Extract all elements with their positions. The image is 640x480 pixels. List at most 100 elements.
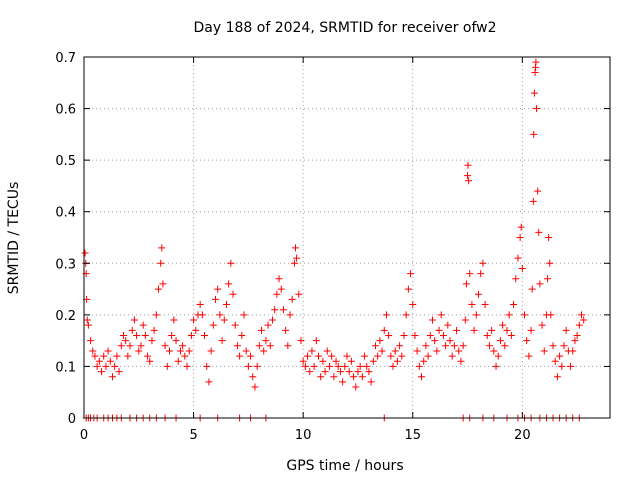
data-point — [225, 280, 233, 288]
data-point — [431, 337, 439, 345]
data-point — [240, 311, 248, 319]
data-point — [466, 270, 474, 278]
data-point — [187, 331, 195, 339]
data-point — [236, 352, 244, 360]
data-point — [238, 331, 246, 339]
data-point — [536, 280, 544, 288]
data-point — [339, 378, 347, 386]
data-point — [165, 347, 173, 355]
data-point — [345, 368, 353, 376]
data-point — [81, 249, 89, 257]
data-point — [135, 347, 143, 355]
data-point — [540, 347, 548, 355]
y-tick-label: 0.1 — [55, 360, 76, 375]
x-tick-label: 10 — [295, 428, 312, 443]
data-point — [229, 290, 237, 298]
data-point — [196, 301, 204, 309]
data-point — [512, 275, 520, 283]
data-point — [472, 311, 480, 319]
data-point — [389, 362, 397, 370]
data-point — [499, 321, 507, 329]
data-point — [367, 378, 375, 386]
data-point — [553, 373, 561, 381]
data-point — [183, 362, 191, 370]
data-point — [336, 368, 344, 376]
data-point — [462, 280, 470, 288]
data-point — [212, 295, 219, 303]
data-point — [382, 311, 390, 319]
data-point — [299, 357, 307, 365]
data-point — [437, 311, 445, 319]
data-point — [354, 368, 362, 376]
data-point — [98, 368, 106, 376]
data-point — [176, 347, 184, 355]
data-point — [464, 172, 472, 180]
chart-title: Day 188 of 2024, SRMTID for receiver ofw… — [193, 20, 496, 36]
data-point — [157, 259, 165, 267]
data-point — [400, 331, 408, 339]
data-point — [450, 342, 458, 350]
data-point — [385, 331, 393, 339]
data-point — [343, 352, 351, 360]
data-point — [398, 352, 406, 360]
data-point — [295, 290, 303, 298]
x-tick-label: 0 — [80, 428, 88, 443]
data-point — [422, 342, 430, 350]
data-point — [341, 362, 349, 370]
data-point — [181, 352, 189, 360]
data-point — [315, 352, 323, 360]
data-point — [190, 316, 198, 324]
data-point — [288, 295, 296, 303]
data-point — [567, 362, 575, 370]
data-point — [207, 347, 215, 355]
data-point — [534, 187, 542, 195]
data-point — [411, 331, 419, 339]
data-point — [404, 285, 412, 293]
data-point — [374, 352, 382, 360]
data-point — [89, 347, 97, 355]
data-point — [479, 259, 487, 267]
data-point — [128, 326, 136, 334]
x-tick-label: 15 — [404, 428, 421, 443]
data-point — [365, 368, 373, 376]
y-tick-label: 0.5 — [55, 154, 76, 169]
data-point — [426, 331, 434, 339]
data-point — [106, 357, 114, 365]
y-tick-label: 0.3 — [55, 257, 76, 272]
data-point — [350, 373, 358, 381]
data-point — [201, 331, 209, 339]
data-point — [347, 357, 355, 365]
data-point — [301, 362, 309, 370]
data-point — [205, 378, 213, 386]
data-point — [528, 285, 536, 293]
data-point — [428, 316, 436, 324]
data-point — [126, 342, 134, 350]
data-point — [496, 337, 504, 345]
data-point — [533, 105, 541, 113]
data-point — [393, 357, 401, 365]
data-point — [562, 326, 570, 334]
data-point — [501, 342, 509, 350]
data-point — [459, 342, 467, 350]
data-point — [461, 316, 469, 324]
data-point — [271, 306, 279, 314]
data-point — [323, 347, 331, 355]
data-point — [569, 347, 577, 355]
data-point — [415, 362, 423, 370]
data-point — [356, 362, 364, 370]
data-point — [446, 337, 454, 345]
data-point — [485, 342, 493, 350]
data-point — [558, 362, 566, 370]
data-point — [198, 311, 206, 319]
axis-ticks: 0 0.1 0.2 0.3 0.4 0.5 0.6 0.7 0 5 10 15 20 — [55, 51, 610, 443]
data-point — [102, 362, 110, 370]
data-point — [580, 316, 588, 324]
data-point — [87, 337, 95, 345]
y-tick-label: 0.7 — [55, 51, 76, 66]
data-point — [144, 352, 152, 360]
data-point — [571, 337, 579, 345]
data-point — [268, 316, 276, 324]
data-point — [433, 347, 441, 355]
data-point — [227, 259, 235, 267]
data-point — [317, 373, 325, 381]
